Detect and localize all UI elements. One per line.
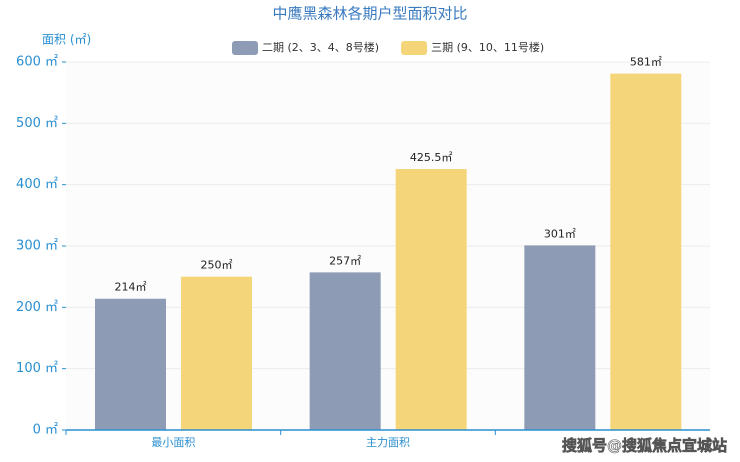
bar bbox=[610, 73, 682, 431]
legend-label: 三期 (9、10、11号楼) bbox=[431, 40, 544, 54]
bar bbox=[95, 298, 166, 430]
value-label: 581㎡ bbox=[630, 56, 662, 69]
y-tick-label: 600 ㎡ bbox=[16, 55, 58, 70]
bar bbox=[395, 169, 467, 430]
legend-label: 二期 (2、3、4、8号楼) bbox=[262, 40, 379, 54]
bar bbox=[524, 245, 596, 430]
value-label: 250㎡ bbox=[201, 259, 233, 272]
y-tick-label: 200 ㎡ bbox=[16, 300, 58, 315]
y-tick-label: 100 ㎡ bbox=[16, 361, 58, 376]
value-label: 257㎡ bbox=[329, 254, 361, 267]
x-tick-label: 最小面积 bbox=[151, 436, 195, 449]
x-tick-label: 主力面积 bbox=[366, 436, 410, 449]
chart-title: 中鹰黑森林各期户型面积对比 bbox=[272, 5, 467, 23]
y-tick-label: 500 ㎡ bbox=[16, 116, 58, 131]
value-label: 425.5㎡ bbox=[410, 151, 453, 164]
y-tick-label: 400 ㎡ bbox=[16, 177, 58, 192]
bar bbox=[181, 276, 252, 430]
legend-swatch bbox=[232, 41, 258, 55]
bar bbox=[309, 272, 381, 430]
y-tick-label: 300 ㎡ bbox=[16, 239, 58, 254]
y-tick-label: 0 ㎡ bbox=[33, 423, 58, 438]
y-axis-label: 面积 (㎡) bbox=[42, 33, 91, 47]
legend-swatch bbox=[401, 41, 428, 55]
value-label: 301㎡ bbox=[544, 227, 576, 240]
watermark: 搜狐号@搜狐焦点宜城站 bbox=[562, 437, 727, 455]
value-label: 214㎡ bbox=[115, 281, 147, 294]
